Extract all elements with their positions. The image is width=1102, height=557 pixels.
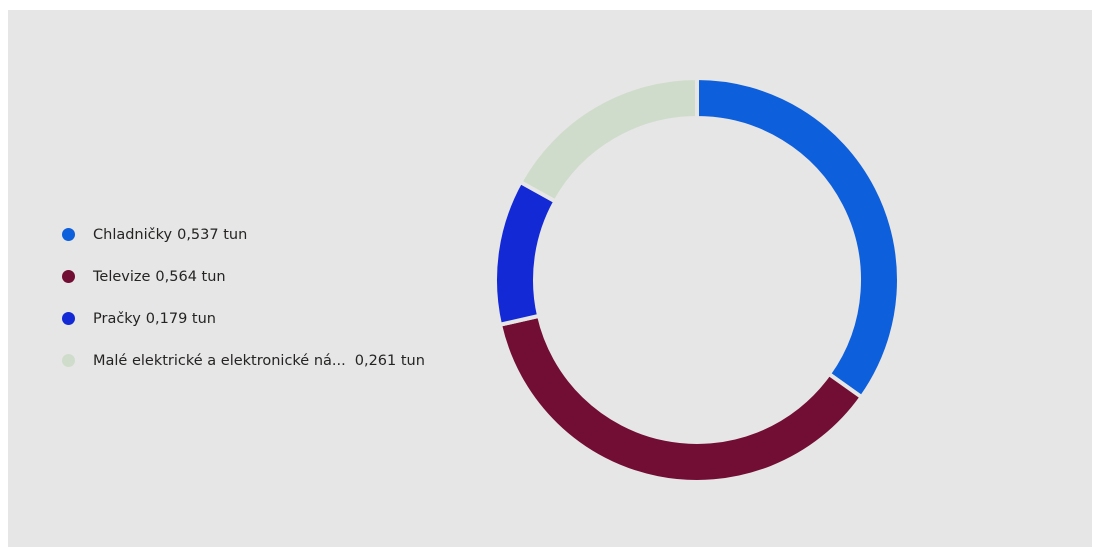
chart-panel: Chladničky 0,537 tun Televize 0,564 tun … [8, 10, 1092, 547]
legend-marker [62, 312, 75, 325]
donut-slice-2[interactable] [493, 179, 559, 328]
legend-marker [62, 354, 75, 367]
donut-chart [493, 75, 901, 484]
legend-marker [62, 270, 75, 283]
legend-value: 0,564 tun [155, 268, 226, 285]
donut-slice-3[interactable] [517, 75, 699, 205]
legend-label: Pračky [93, 310, 141, 327]
donut-slice-1[interactable] [497, 313, 865, 484]
legend-marker [62, 228, 75, 241]
legend-label: Malé elektrické a elektronické ná... [93, 352, 346, 369]
legend-value: 0,261 tun [354, 352, 425, 369]
legend-value: 0,179 tun [145, 310, 216, 327]
legend-item-televize[interactable]: Televize 0,564 tun [62, 266, 425, 287]
legend-item-male-elektricke[interactable]: Malé elektrické a elektronické ná... 0,2… [62, 350, 425, 371]
donut-slices [493, 75, 901, 484]
donut-slice-0[interactable] [695, 75, 901, 400]
legend-label: Televize [93, 268, 151, 285]
legend-value: 0,537 tun [177, 226, 248, 243]
legend-label: Chladničky [93, 226, 173, 243]
chart-legend: Chladničky 0,537 tun Televize 0,564 tun … [62, 224, 425, 392]
legend-item-pracky[interactable]: Pračky 0,179 tun [62, 308, 425, 329]
legend-item-chladnicky[interactable]: Chladničky 0,537 tun [62, 224, 425, 245]
